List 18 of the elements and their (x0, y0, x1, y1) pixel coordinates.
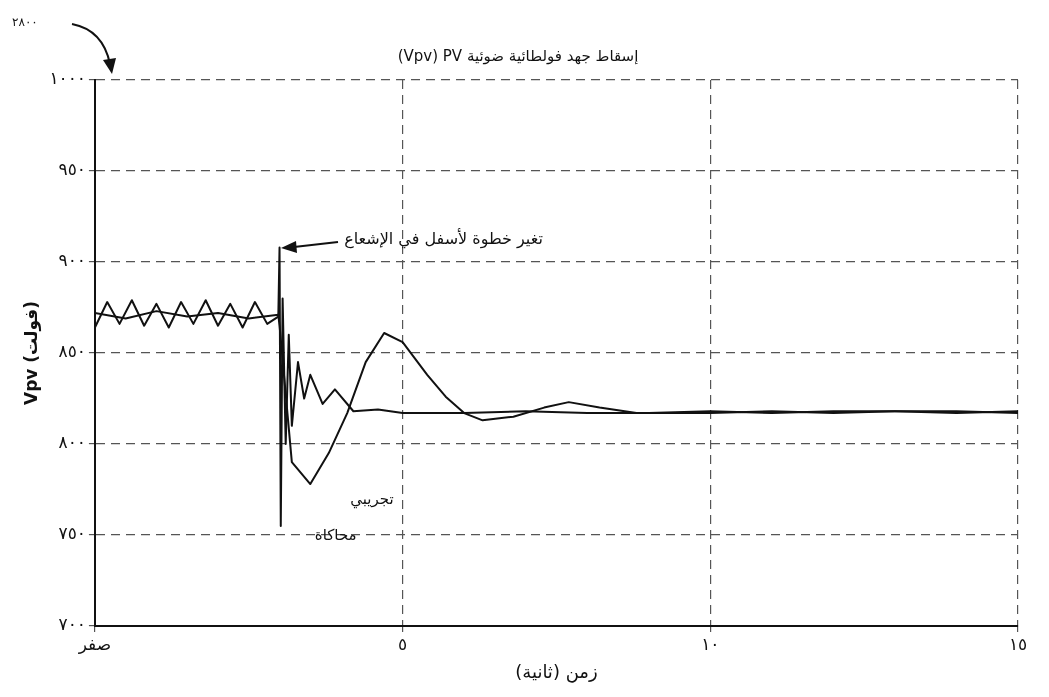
y-tick-label: ٨٠٠ (58, 432, 86, 453)
text: ٢٨٠٠ (12, 15, 38, 29)
y-tick-label: ١٠٠٠ (49, 68, 86, 89)
x-axis-title: زمن (ثانية) (515, 660, 598, 683)
x-tick-label: صفر (77, 633, 112, 654)
text: محاكاة (314, 525, 357, 544)
y-tick-label: ٧٠٠ (58, 614, 86, 635)
y-tick-label: ٩٥٠ (58, 159, 86, 180)
x-tick-label: ١٥ (1008, 633, 1028, 654)
y-tick-label: ٩٠٠ (58, 250, 86, 271)
y-tick-label: ٧٥٠ (58, 523, 86, 544)
annotation: تغير خطوة لأسفل في الإشعاع (344, 227, 543, 249)
y-tick-label: ٨٥٠ (58, 341, 86, 362)
x-tick-label: ١٠ (701, 633, 720, 654)
chart-title: (Vpv) PV إسقاط جهد فولطائية ضوئية (397, 46, 639, 65)
text: تجريبي (350, 490, 394, 510)
y-axis-title: Vpv (فولت) (20, 300, 42, 406)
x-tick-label: ٥ (398, 633, 408, 654)
